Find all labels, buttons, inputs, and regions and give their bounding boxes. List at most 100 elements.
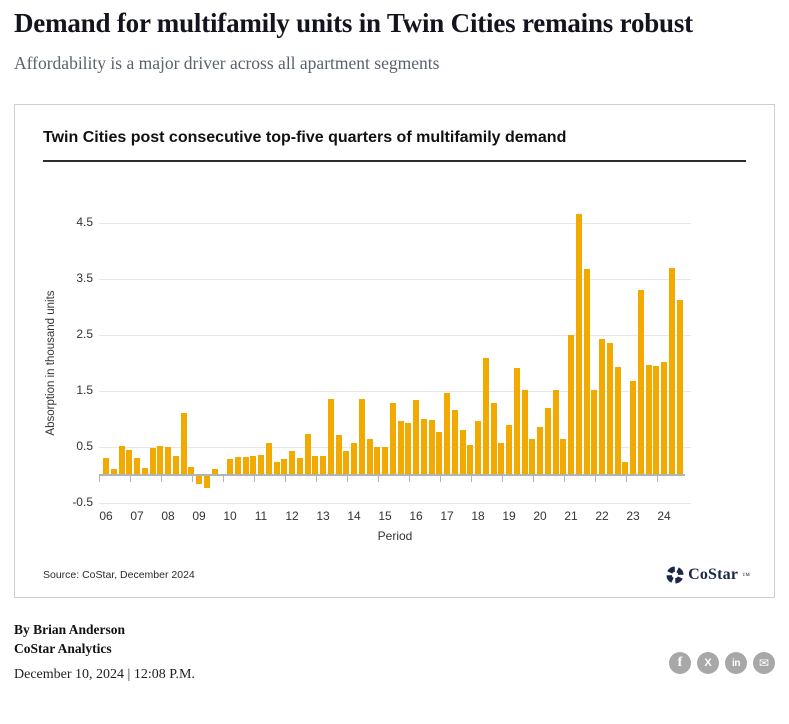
x-axis-year-tick xyxy=(595,475,596,483)
share-facebook-button[interactable]: f xyxy=(669,652,691,674)
x-tick-label: 20 xyxy=(533,509,547,524)
x-tick-label: 17 xyxy=(440,509,454,524)
linkedin-icon: in xyxy=(732,657,740,669)
x-axis-year-tick xyxy=(347,475,348,483)
absorption-bar-16-q2 xyxy=(420,418,427,476)
absorption-bar-24-q3 xyxy=(676,299,683,476)
x-tick-label: 11 xyxy=(254,509,268,524)
x-tick-label: 10 xyxy=(223,509,237,524)
absorption-bar-17-q3 xyxy=(459,430,466,476)
absorption-bar-20-q4 xyxy=(560,438,567,476)
y-tick-label: 4.5 xyxy=(76,215,93,230)
article-headline: Demand for multifamily units in Twin Cit… xyxy=(14,8,693,38)
email-icon: ✉ xyxy=(758,656,770,670)
absorption-bar-06-q1 xyxy=(103,458,109,476)
absorption-bar-12-q1 xyxy=(289,451,295,476)
absorption-bar-08-q1 xyxy=(165,446,171,476)
x-tick-label: 24 xyxy=(657,509,671,524)
gridline-2.5 xyxy=(99,335,691,337)
absorption-bar-16-q1 xyxy=(413,400,419,476)
absorption-bar-17-q1 xyxy=(444,393,450,476)
absorption-bar-06-q3 xyxy=(118,446,125,476)
y-axis-title: Absorption in thousand units xyxy=(45,290,57,436)
x-axis-year-tick xyxy=(254,475,255,483)
x-tick-label: 18 xyxy=(471,509,485,524)
absorption-bar-09-q2 xyxy=(203,475,210,488)
x-axis-year-tick xyxy=(626,475,627,483)
x-tick-label: 23 xyxy=(626,509,640,524)
absorption-bar-18-q3 xyxy=(490,402,497,476)
absorption-bar-16-q4 xyxy=(436,432,443,476)
share-x-button[interactable]: X xyxy=(697,652,719,674)
x-tick-label: 14 xyxy=(347,509,361,524)
absorption-bar-09-q1 xyxy=(196,475,202,484)
absorption-bar-14-q4 xyxy=(374,446,381,476)
absorption-bar-10-q3 xyxy=(242,457,249,476)
x-tick-label: 16 xyxy=(409,509,423,524)
absorption-bar-19-q3 xyxy=(521,389,528,476)
absorption-bar-15-q4 xyxy=(405,423,412,476)
x-axis-year-tick xyxy=(564,475,565,483)
absorption-bar-19-q4 xyxy=(529,438,536,476)
absorption-bar-13-q3 xyxy=(335,435,342,476)
absorption-bar-10-q2 xyxy=(234,456,241,476)
chart-title: Twin Cities post consecutive top-five qu… xyxy=(43,129,746,163)
y-tick-label: 3.5 xyxy=(76,271,93,286)
byline-block: By Brian Anderson CoStar Analytics Decem… xyxy=(14,620,775,683)
x-axis-year-tick xyxy=(99,475,100,483)
absorption-bar-07-q2 xyxy=(141,467,148,476)
x-tick-label: 15 xyxy=(378,509,392,524)
absorption-bar-08-q2 xyxy=(172,456,179,476)
absorption-bar-21-q3 xyxy=(583,268,590,476)
costar-logo-trademark: ™ xyxy=(742,570,750,580)
absorption-bar-22-q3 xyxy=(614,367,621,476)
share-linkedin-button[interactable]: in xyxy=(725,652,747,674)
absorption-bar-21-q2 xyxy=(575,214,582,476)
absorption-bar-18-q2 xyxy=(482,357,489,476)
article-subtitle: Affordability is a major driver across a… xyxy=(14,53,440,74)
absorption-bar-20-q2 xyxy=(544,408,551,476)
absorption-bar-14-q3 xyxy=(366,438,373,476)
absorption-bar-07-q1 xyxy=(134,458,140,476)
x-axis-year-tick xyxy=(533,475,534,483)
y-tick-label: -0.5 xyxy=(72,495,93,510)
absorption-bar-23-q2 xyxy=(637,289,644,476)
absorption-bar-17-q4 xyxy=(467,444,474,476)
x-axis-year-tick xyxy=(657,475,658,483)
absorption-bar-21-q4 xyxy=(591,390,598,476)
absorption-bar-13-q2 xyxy=(327,398,334,476)
chart-card: Twin Cities post consecutive top-five qu… xyxy=(14,104,775,599)
absorption-bar-19-q1 xyxy=(506,424,512,476)
absorption-bar-22-q2 xyxy=(606,343,613,476)
absorption-bar-06-q4 xyxy=(126,450,133,476)
gridline-4.5 xyxy=(99,223,691,225)
x-twitter-icon: X xyxy=(704,657,712,669)
absorption-bar-08-q4 xyxy=(188,467,195,476)
absorption-bar-22-q1 xyxy=(599,339,605,476)
absorption-bar-13-q1 xyxy=(320,455,326,476)
absorption-bar-10-q1 xyxy=(227,458,233,476)
absorption-bar-10-q4 xyxy=(250,455,257,476)
absorption-bar-11-q2 xyxy=(265,443,272,476)
x-axis-year-tick xyxy=(192,475,193,483)
absorption-bar-23-q3 xyxy=(645,364,652,476)
absorption-bar-20-q3 xyxy=(552,389,559,476)
y-tick-label: 1.5 xyxy=(76,383,93,398)
share-email-button[interactable]: ✉ xyxy=(753,652,775,674)
chart-source: Source: CoStar, December 2024 xyxy=(43,569,195,582)
x-tick-label: 21 xyxy=(564,509,578,524)
absorption-bar-12-q2 xyxy=(296,458,303,476)
y-tick-label: 0.5 xyxy=(76,439,93,454)
x-tick-label: 19 xyxy=(502,509,516,524)
x-tick-label: 07 xyxy=(130,509,144,524)
absorption-bar-06-q2 xyxy=(110,469,117,476)
x-tick-label: 06 xyxy=(99,509,113,524)
y-tick-label: 2.5 xyxy=(76,327,93,342)
x-tick-label: 22 xyxy=(595,509,609,524)
gridline--0.5 xyxy=(99,503,691,505)
costar-logo: CoStar ™ xyxy=(666,566,750,584)
x-tick-label: 13 xyxy=(316,509,330,524)
social-share-bar: f X in ✉ xyxy=(669,652,775,674)
absorption-bar-07-q3 xyxy=(149,447,156,476)
